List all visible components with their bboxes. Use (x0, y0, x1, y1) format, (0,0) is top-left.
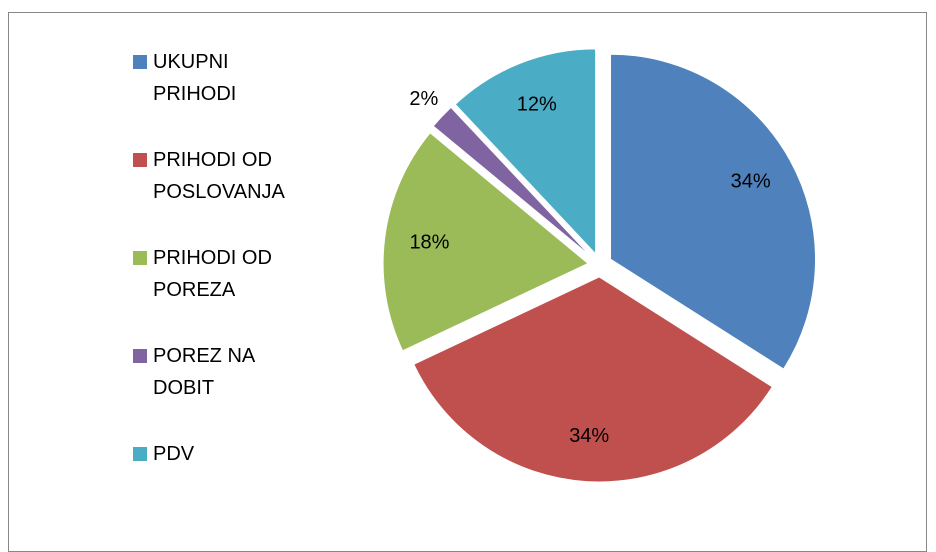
legend-label: PRIHODI OD POSLOVANJA (153, 149, 285, 203)
legend-swatch (133, 153, 147, 167)
legend-swatch (133, 447, 147, 461)
legend-item: PRIHODI OD POREZA (133, 242, 283, 340)
legend-label: UKUPNI PRIHODI (153, 51, 237, 105)
data-label: 2% (409, 88, 438, 110)
pie-slice (432, 106, 592, 258)
data-label: 34% (569, 425, 609, 447)
pie-slice (382, 132, 590, 352)
legend-swatch (133, 349, 147, 363)
legend: UKUPNI PRIHODI PRIHODI OD POSLOVANJA PRIHO… (133, 46, 285, 536)
legend-item: PRIHODI OD POSLOVANJA (133, 144, 285, 242)
legend-label: PDV (153, 443, 195, 465)
legend-item: POREZ NA DOBIT (133, 340, 283, 438)
legend-swatch (133, 251, 147, 265)
pie-slice (413, 276, 774, 483)
legend-label: PRIHODI OD POREZA (153, 247, 272, 301)
pie-slice (610, 53, 817, 370)
legend-item: UKUPNI PRIHODI (133, 46, 283, 144)
legend-item: PDV (133, 438, 283, 536)
data-label: 18% (409, 232, 449, 254)
data-label: 34% (731, 170, 771, 192)
pie-slice (454, 48, 597, 256)
data-label: 12% (517, 93, 557, 115)
legend-swatch (133, 55, 147, 69)
legend-label: POREZ NA DOBIT (153, 345, 255, 399)
